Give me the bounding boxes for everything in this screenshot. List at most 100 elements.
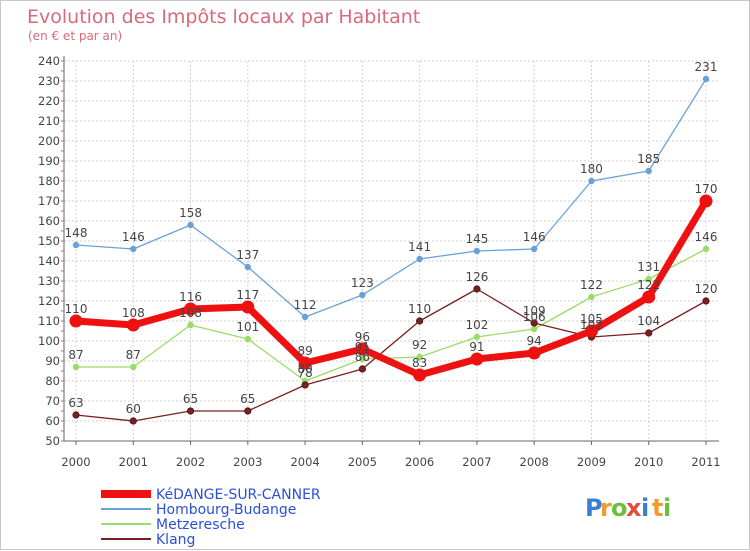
data-label: 145 [465, 232, 488, 246]
y-tick-label: 220 [38, 94, 60, 108]
x-tick-label: 2006 [405, 455, 434, 469]
data-point [126, 318, 140, 332]
data-label: 60 [126, 402, 141, 416]
series-line [75, 78, 707, 318]
data-label: 137 [236, 248, 259, 262]
data-point [473, 285, 481, 293]
legend-item: Metzeresche [101, 517, 245, 533]
y-tick-label: 230 [38, 74, 60, 88]
data-label: 78 [297, 366, 312, 380]
y-tick-label: 50 [45, 434, 60, 448]
data-point [416, 353, 423, 361]
x-tick-label: 2004 [290, 455, 319, 469]
data-point [416, 255, 423, 263]
data-label: 146 [695, 230, 718, 244]
data-label: 102 [580, 318, 603, 332]
series-line [72, 197, 710, 379]
data-label: 105 [580, 312, 603, 326]
legend-item: Klang [101, 532, 195, 548]
data-label: 123 [351, 276, 374, 290]
data-label: 91 [469, 340, 484, 354]
y-tick-label: 130 [38, 274, 60, 288]
y-tick-label: 140 [38, 254, 60, 268]
logo-letter: P [585, 494, 603, 522]
data-label: 86 [355, 350, 370, 364]
y-tick-label: 100 [38, 334, 60, 348]
data-label: 108 [122, 306, 145, 320]
series-layer [69, 75, 713, 425]
x-tick-label: 2009 [577, 455, 606, 469]
data-label: 101 [236, 320, 259, 334]
y-tick-label: 180 [38, 174, 60, 188]
data-point [244, 407, 252, 415]
data-label: 106 [523, 310, 546, 324]
data-label: 91 [355, 340, 370, 354]
y-tick-label: 200 [38, 134, 60, 148]
logo-letter: i [663, 494, 671, 522]
legend-label: Hombourg-Budange [156, 502, 296, 518]
data-label: 92 [412, 338, 427, 352]
data-label: 94 [527, 334, 542, 348]
data-point [244, 263, 252, 271]
data-point [699, 194, 713, 208]
data-point [416, 317, 424, 325]
x-tick-label: 2000 [61, 455, 90, 469]
data-point [244, 335, 252, 343]
data-point [642, 290, 656, 304]
series-0 [72, 75, 710, 321]
data-point [301, 313, 309, 321]
data-labels: 148 146 158 137 112 123 141 145 146 180 185 231 87 87… [65, 60, 718, 416]
x-tick-label: 2005 [348, 455, 377, 469]
data-label: 109 [523, 304, 546, 318]
data-point [530, 245, 538, 253]
data-label: 180 [580, 162, 603, 176]
data-label: 104 [637, 314, 660, 328]
y-tick-label: 80 [45, 374, 60, 388]
chart-title: Evolution des Impôts locaux par Habitant [27, 6, 420, 28]
y-tick-label: 90 [45, 354, 60, 368]
y-tick-label: 210 [38, 114, 60, 128]
data-label: 112 [294, 298, 317, 312]
y-tick-label: 70 [45, 394, 60, 408]
data-label: 122 [637, 278, 660, 292]
data-label: 87 [68, 348, 83, 362]
data-label: 141 [408, 240, 431, 254]
data-point [130, 245, 137, 253]
x-tick-label: 2011 [691, 455, 720, 469]
data-point [130, 363, 137, 371]
data-point [702, 245, 710, 253]
data-point [358, 365, 366, 373]
logo-letter: o [611, 494, 628, 522]
legend-item: KéDANGE-SUR-CANNER [101, 487, 321, 503]
data-point [702, 75, 710, 83]
legend: KéDANGE-SUR-CANNERHombourg-BudangeMetzer… [101, 487, 321, 548]
data-label: 120 [695, 282, 718, 296]
data-point [72, 241, 80, 249]
data-point [530, 325, 538, 333]
data-point [530, 319, 538, 327]
data-point [184, 302, 198, 316]
data-point [355, 342, 369, 356]
series-3 [69, 194, 713, 382]
data-label: 65 [240, 392, 255, 406]
data-label: 65 [183, 392, 198, 406]
series-2 [72, 285, 710, 425]
x-tick-label: 2007 [462, 455, 491, 469]
legend-item: Hombourg-Budange [101, 502, 296, 518]
data-label: 158 [179, 206, 202, 220]
y-tick-label: 60 [45, 414, 60, 428]
axes: 50 60 70 80 90 100 110 120 130 140 150 160 170 180 190… [38, 54, 721, 469]
legend-label: Klang [156, 532, 195, 548]
data-point [702, 297, 710, 305]
data-label: 63 [68, 396, 83, 410]
data-point [359, 291, 366, 299]
data-point [186, 407, 195, 415]
data-point [298, 356, 312, 370]
y-tick-label: 190 [38, 154, 60, 168]
data-label: 146 [122, 230, 145, 244]
logo-letter: r [600, 494, 612, 522]
series-line [75, 288, 707, 422]
legend-label: KéDANGE-SUR-CANNER [156, 487, 321, 503]
data-point [470, 352, 484, 366]
